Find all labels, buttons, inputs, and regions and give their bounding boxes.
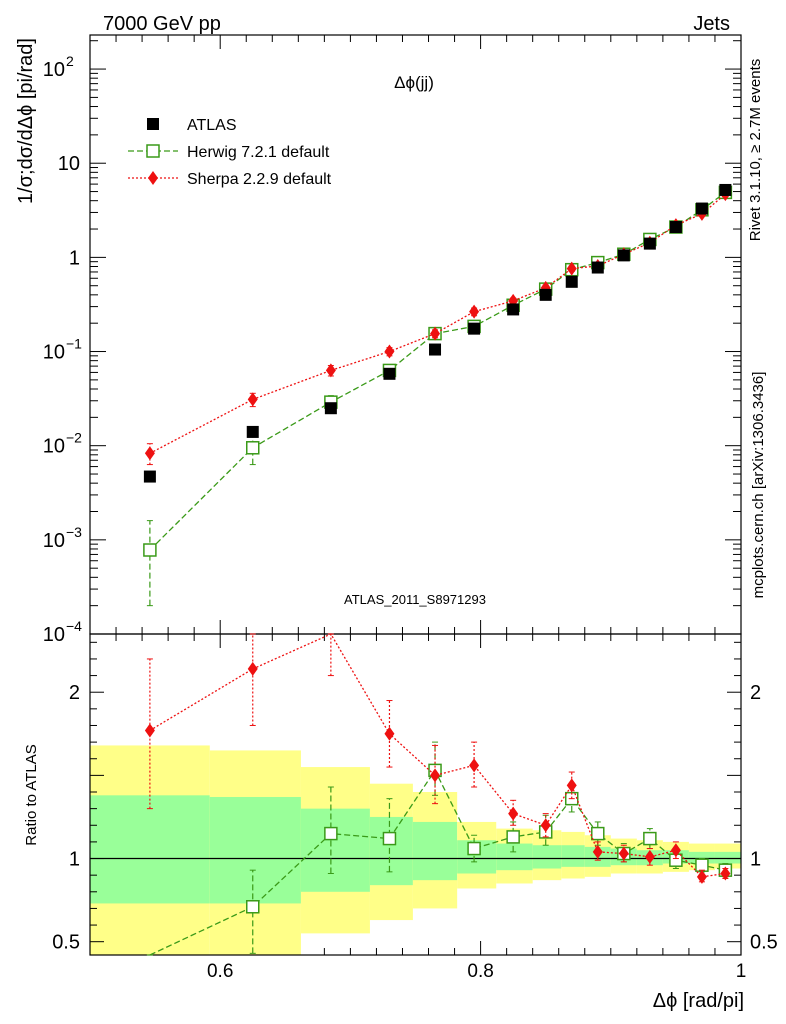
data-point [247,661,258,676]
legend-herwig-label: Herwig 7.2.1 default [187,144,330,161]
main-title: Δϕ(jj) [394,73,434,92]
data-point [469,304,480,319]
data-point [566,261,577,276]
atlas-point [539,288,552,301]
atlas-point [429,343,442,356]
data-point [592,844,603,859]
data-point [720,866,731,881]
data-point [618,846,629,861]
legend-atlas-label: ATLAS [187,117,237,134]
data-point [508,806,519,821]
atlas-point [669,221,682,234]
data-point [696,869,707,884]
y-tick-label: 10 [43,342,65,364]
y-axis-label-main: 1/σ;dσ/dΔϕ [pi/rad] [15,38,37,204]
atlas-point [143,470,156,483]
legend-sherpa-label: Sherpa 2.2.9 default [187,171,332,188]
atlas-point [324,402,337,415]
y-tick-label: 10 [43,624,65,646]
ratio-y-tick-label: 0.5 [52,932,80,954]
y-tick-exponent: −4 [66,618,82,634]
atlas-point [246,425,259,438]
ratio-y-tick-label-right: 2 [750,682,761,704]
data-point [467,841,481,856]
legend-herwig-marker [146,144,160,158]
ratio-y-tick-label-right: 1 [750,849,761,871]
data-point [644,849,655,864]
atlas-point [643,237,656,250]
data-point [430,326,441,341]
series-line [149,191,726,551]
data-point [566,778,577,793]
band-green [688,851,715,864]
x-axis-label: Δϕ [rad/pi] [653,990,744,1012]
x-tick-label: 0.8 [467,961,493,982]
y-tick-label: 10 [43,59,65,81]
y-tick-label: 10 [43,530,65,552]
mcplots-label: mcplots.cern.ch [arXiv:1306.3436] [750,372,767,599]
x-tick-label: 0.6 [207,961,233,982]
atlas-point [565,275,578,288]
data-point [144,446,155,461]
ratio-y-tick-label-right: 0.5 [750,932,778,954]
energy-label: 7000 GeV pp [103,13,221,35]
band-green [532,845,562,869]
jets-label: Jets [693,13,730,35]
band-green [561,845,585,867]
data-point [430,768,441,783]
y-tick-exponent: −3 [66,524,82,540]
atlas-point [719,183,732,196]
band-green [496,843,533,871]
data-point [384,726,395,741]
atlas-point [507,303,520,316]
band-green [300,808,370,892]
data-point [324,826,338,841]
data-point [643,831,657,846]
legend-sherpa-marker [148,171,158,185]
band-green [714,851,741,864]
y-tick-label: 1 [69,247,80,269]
data-point [143,543,157,557]
data-point [382,831,397,846]
data-point [246,441,260,455]
ratio-y-tick-label: 1 [69,849,80,871]
atlas-point [591,261,604,274]
data-point [144,723,155,738]
data-point [591,826,605,841]
data-point [506,830,520,844]
x-tick-label: 1 [736,961,747,982]
y-axis-label-ratio: Ratio to ATLAS [23,744,40,845]
y-tick-exponent: 2 [66,53,74,69]
data-point [246,900,260,914]
atlas-point [468,322,481,335]
data-point [325,363,336,378]
ratio-plot: 0.6 0.8 10.5 0.51 12 2 [52,633,778,982]
atlas-point [617,249,630,262]
y-tick-exponent: −2 [66,430,82,446]
data-point [540,818,551,833]
atlas-point [383,367,396,380]
band-green [412,821,458,881]
ratio-frame [89,633,742,956]
rivet-label: Rivet 3.1.10, ≥ 2.7M events [747,59,764,242]
y-tick-label: 10 [43,436,65,458]
series-line [149,193,726,454]
data-point [384,344,395,359]
data-point [670,843,681,858]
data-point [247,392,258,407]
y-tick-label: 10 [58,153,80,175]
data-point [469,758,480,773]
ratio-y-tick-label: 2 [69,682,80,704]
y-tick-exponent: −1 [66,336,82,352]
data-point [695,858,709,872]
band-green [209,796,301,904]
atlas-point [695,202,708,215]
band-green [369,816,413,886]
analysis-id-label: ATLAS_2011_S8971293 [344,592,486,607]
legend-atlas-marker [147,118,159,130]
series-line [149,633,726,878]
band-green [90,795,210,904]
